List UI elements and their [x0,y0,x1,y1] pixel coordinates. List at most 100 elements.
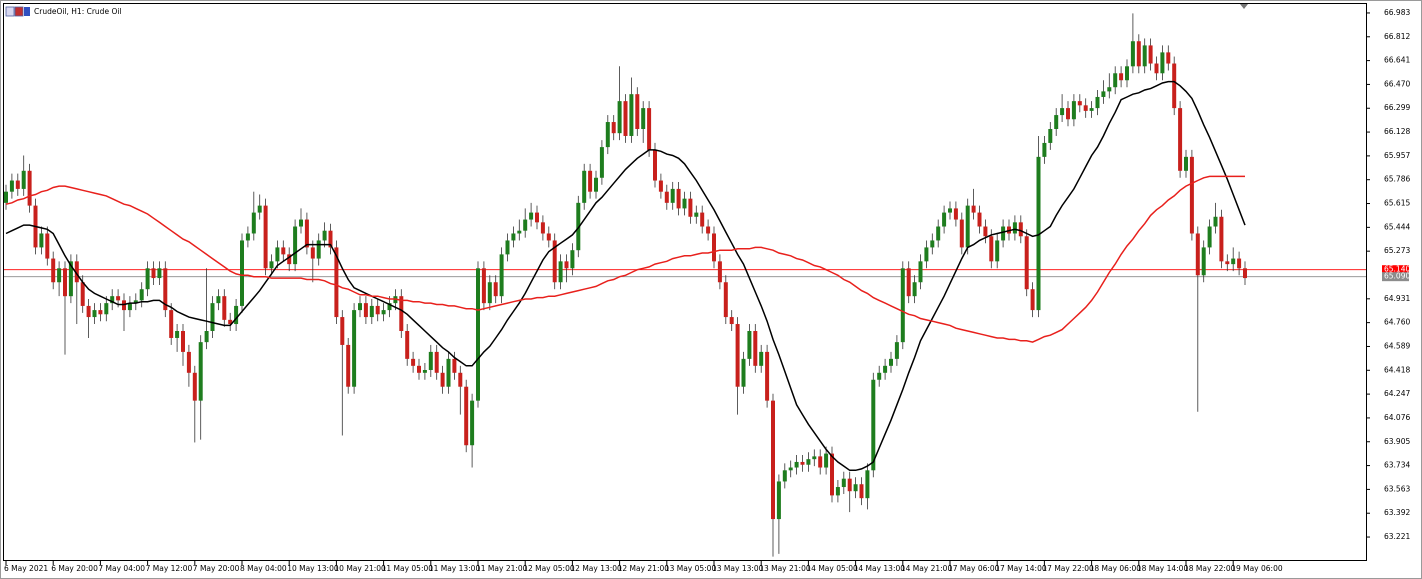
candle-body [151,268,156,279]
candle-body [1095,96,1100,109]
candle-body [1231,258,1236,265]
x-tick-label: 18 May 14:00 [1137,564,1189,573]
shift-marker [1240,4,1248,9]
candle-body [670,188,675,203]
candle-body [464,386,469,446]
x-tick-label: 13 May 05:00 [665,564,717,573]
candle-body [529,212,534,220]
candle-body [729,317,734,325]
candle-body [1066,108,1070,120]
candle-body [936,226,941,241]
y-tick-label: 65.786 [1384,175,1410,184]
candle-body [676,188,681,209]
candle-body [924,247,929,262]
candle-body [942,212,947,227]
candle-body [1213,216,1218,227]
candle-body [381,310,386,315]
candle-body [340,317,345,345]
candle-body [216,296,221,304]
candle-body [859,484,864,499]
candle-body [110,296,115,304]
y-tick-label: 63.905 [1384,437,1410,446]
plot-frame [3,3,1367,561]
candle-body [782,470,787,482]
candle-body [599,147,604,178]
candle-body [481,268,486,304]
candle-body [995,240,1000,262]
x-tick-label: 11 May 05:00 [382,564,434,573]
candle-body [511,233,516,241]
candle-body [688,198,693,217]
y-tick-label: 66.299 [1384,103,1410,112]
x-tick-label: 6 May 2021 [4,564,48,573]
y-tick-label: 65.615 [1384,199,1410,208]
candle-body [794,461,799,468]
candle-body [989,236,994,262]
candle-body [877,372,882,380]
candle-body [788,467,793,471]
candle-body [4,191,8,203]
x-tick-label: 7 May 12:00 [146,564,193,573]
candle-body [664,191,669,203]
x-tick-label: 12 May 13:00 [570,564,622,573]
candle-body [299,219,303,227]
candle-body [57,268,62,283]
candle-body [51,258,56,283]
y-tick-label: 65.444 [1384,222,1410,231]
candle-body [894,342,899,359]
candle-body [1207,226,1212,248]
candle-body [27,170,32,206]
candle-body [1083,105,1088,111]
candle-body [434,351,439,373]
candle-body [352,310,357,387]
candle-body [835,487,840,496]
y-tick-label: 64.076 [1384,413,1410,422]
candle-body [139,289,144,301]
candle-body [558,261,563,283]
candle-body [446,358,451,387]
candle-body [552,240,557,283]
y-tick-label: 66.983 [1384,8,1410,17]
candle-body [741,358,746,387]
candle-body [104,303,109,315]
candle-body [493,282,498,297]
candle-body [505,240,510,255]
x-tick-label: 17 May 22:00 [1042,564,1094,573]
x-tick-label: 8 May 04:00 [240,564,287,573]
candle-body [499,254,504,297]
y-tick-label: 63.392 [1384,508,1410,517]
candle-body [617,101,622,134]
candle-body [1130,41,1135,67]
candle-body [1113,73,1118,88]
moving-average-line [5,175,1245,343]
candle-body [186,351,191,373]
candle-body [611,122,616,134]
candle-body [1054,115,1059,130]
x-tick-label: 11 May 21:00 [476,564,528,573]
candle-body [830,453,834,496]
candle-body [1077,101,1082,106]
candle-body [1101,91,1106,97]
candle-body [1178,108,1183,171]
candle-body [476,268,480,401]
x-tick-label: 7 May 04:00 [98,564,145,573]
candle-body [812,456,817,460]
y-tick-label: 64.760 [1384,318,1410,327]
candle-body [440,372,445,387]
candle-body [806,459,811,465]
candle-body [470,400,475,446]
candle-body [847,478,852,492]
candle-body [399,296,404,331]
candle-body [452,358,457,373]
candle-body [771,400,775,520]
candle-body [210,303,215,331]
y-tick-label: 66.812 [1384,32,1410,41]
candle-body [682,198,687,209]
candle-body [157,268,162,279]
candle-body [605,122,610,148]
candle-body [871,379,876,471]
candle-body [86,305,91,318]
candle-body [127,303,132,311]
candle-body [92,310,97,318]
candle-body [723,282,728,318]
